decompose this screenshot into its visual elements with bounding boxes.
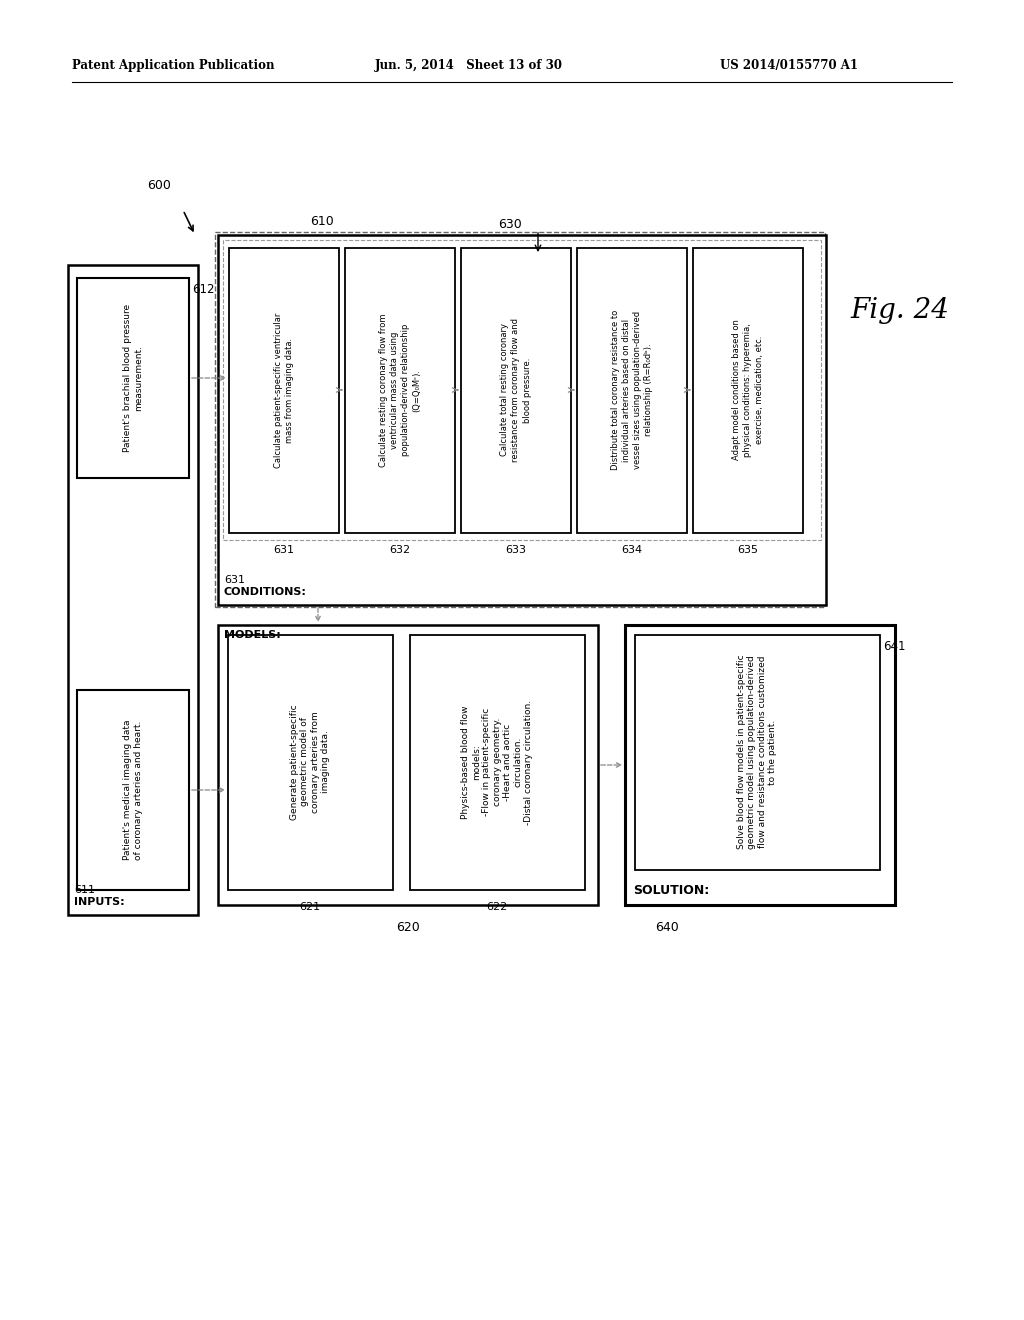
- Text: US 2014/0155770 A1: US 2014/0155770 A1: [720, 58, 858, 71]
- Text: 631: 631: [224, 576, 245, 585]
- Text: Calculate resting coronary flow from
ventricular mass data using
population-deri: Calculate resting coronary flow from ven…: [379, 313, 421, 467]
- Bar: [410, 635, 585, 890]
- Bar: [229, 248, 339, 533]
- Bar: [577, 248, 687, 533]
- Text: CONDITIONS:: CONDITIONS:: [224, 587, 307, 597]
- Text: Solve blood flow models in patient-specific
geometric model using population-der: Solve blood flow models in patient-speci…: [737, 655, 777, 849]
- Text: 600: 600: [147, 180, 171, 191]
- Text: Adapt model conditions based on
physical conditions: hyperemia,
exercise, medica: Adapt model conditions based on physical…: [732, 319, 764, 461]
- Text: Jun. 5, 2014   Sheet 13 of 30: Jun. 5, 2014 Sheet 13 of 30: [375, 58, 563, 71]
- Bar: [693, 248, 803, 533]
- Text: 635: 635: [737, 545, 759, 554]
- Text: Generate patient-specific
geometric model of
coronary arteries from
imaging data: Generate patient-specific geometric mode…: [290, 704, 330, 820]
- Text: 632: 632: [389, 545, 411, 554]
- Text: 640: 640: [655, 921, 679, 935]
- Text: 630: 630: [498, 218, 522, 231]
- Text: 620: 620: [396, 921, 420, 935]
- Text: Patent Application Publication: Patent Application Publication: [72, 58, 274, 71]
- Text: Distribute total coronary resistance to
individual arteries based on distal
vess: Distribute total coronary resistance to …: [611, 310, 653, 470]
- Bar: [345, 248, 455, 533]
- Text: MODELS:: MODELS:: [224, 630, 281, 640]
- Bar: [68, 265, 198, 915]
- Text: Calculate total resting coronary
resistance from coronary flow and
blood pressur: Calculate total resting coronary resista…: [501, 318, 531, 462]
- Bar: [215, 232, 825, 607]
- Text: Patient's brachial blood pressure
measurement.: Patient's brachial blood pressure measur…: [123, 304, 142, 451]
- Text: 622: 622: [486, 902, 508, 912]
- Bar: [635, 635, 880, 870]
- Text: 633: 633: [506, 545, 526, 554]
- Text: 621: 621: [299, 902, 321, 912]
- Text: Fig. 24: Fig. 24: [850, 297, 949, 323]
- Bar: [218, 235, 826, 605]
- Text: Calculate patient-specific ventricular
mass from imaging data.: Calculate patient-specific ventricular m…: [274, 313, 294, 467]
- Bar: [77, 279, 189, 478]
- Bar: [77, 690, 189, 890]
- Bar: [461, 248, 571, 533]
- Text: 610: 610: [310, 215, 334, 228]
- Text: 634: 634: [622, 545, 643, 554]
- Text: INPUTS:: INPUTS:: [74, 898, 125, 907]
- Text: Patient's medical imaging data
of coronary arteries and heart.: Patient's medical imaging data of corona…: [123, 719, 142, 861]
- Text: 612: 612: [193, 282, 214, 296]
- Text: 641: 641: [883, 640, 905, 653]
- Bar: [625, 624, 895, 906]
- Bar: [218, 624, 598, 906]
- Text: 611: 611: [74, 884, 95, 895]
- Bar: [223, 240, 821, 540]
- Bar: [228, 635, 393, 890]
- Text: Physics-based blood flow
models:
-Flow in patient-specific
coronary geometry.
-H: Physics-based blood flow models: -Flow i…: [461, 700, 532, 825]
- Text: SOLUTION:: SOLUTION:: [633, 884, 710, 898]
- Text: 631: 631: [273, 545, 295, 554]
